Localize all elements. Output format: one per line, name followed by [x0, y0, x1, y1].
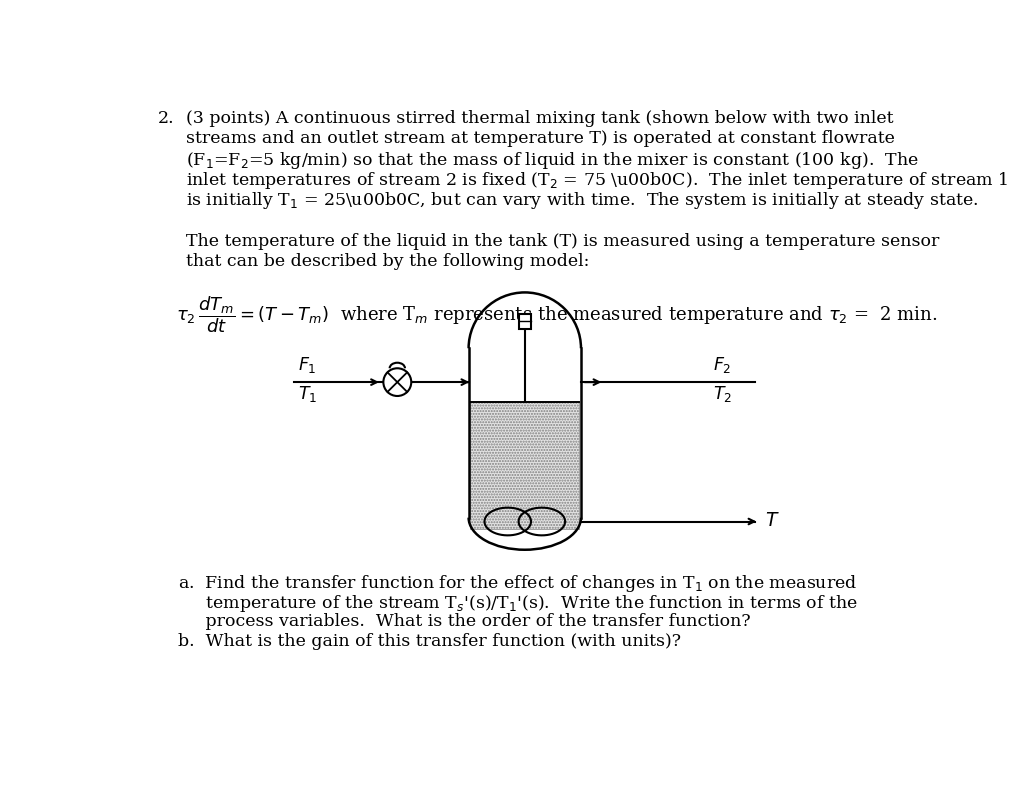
Text: process variables.  What is the order of the transfer function?: process variables. What is the order of …: [178, 613, 751, 630]
Text: temperature of the stream T$_s$'(s)/T$_1$'(s).  Write the function in terms of t: temperature of the stream T$_s$'(s)/T$_1…: [178, 593, 858, 614]
Text: $F_2$: $F_2$: [713, 355, 731, 375]
Text: b.  What is the gain of this transfer function (with units)?: b. What is the gain of this transfer fun…: [178, 633, 681, 650]
Text: 2.: 2.: [158, 109, 174, 127]
Text: $\tau_2\,\dfrac{dT_m}{dt} = (T - T_m)$  where T$_m$ represents the measured temp: $\tau_2\,\dfrac{dT_m}{dt} = (T - T_m)$ w…: [176, 294, 937, 335]
Text: a.  Find the transfer function for the effect of changes in T$_1$ on the measure: a. Find the transfer function for the ef…: [178, 573, 858, 594]
Text: The temperature of the liquid in the tank (T) is measured using a temperature se: The temperature of the liquid in the tan…: [186, 233, 939, 250]
Text: (F$_1$=F$_2$=5 kg/min) so that the mass of liquid in the mixer is constant (100 : (F$_1$=F$_2$=5 kg/min) so that the mass …: [186, 149, 919, 171]
Bar: [519, 313, 530, 329]
Circle shape: [383, 369, 412, 396]
Text: $F_1$: $F_1$: [298, 355, 316, 375]
Text: is initially T$_1$ = 25\u00b0C, but can vary with time.  The system is initially: is initially T$_1$ = 25\u00b0C, but can …: [186, 190, 979, 210]
Text: (3 points) A continuous stirred thermal mixing tank (shown below with two inlet: (3 points) A continuous stirred thermal …: [186, 109, 894, 127]
Bar: [470, 403, 580, 529]
Bar: [470, 403, 580, 529]
Text: streams and an outlet stream at temperature T) is operated at constant flowrate: streams and an outlet stream at temperat…: [186, 130, 895, 146]
Text: $T_2$: $T_2$: [713, 384, 732, 403]
Text: $T_1$: $T_1$: [298, 384, 317, 403]
Text: that can be described by the following model:: that can be described by the following m…: [186, 253, 590, 270]
Text: $\it{T}$: $\it{T}$: [765, 513, 779, 531]
Text: inlet temperatures of stream 2 is fixed (T$_2$ = 75 \u00b0C).  The inlet tempera: inlet temperatures of stream 2 is fixed …: [186, 169, 1009, 191]
